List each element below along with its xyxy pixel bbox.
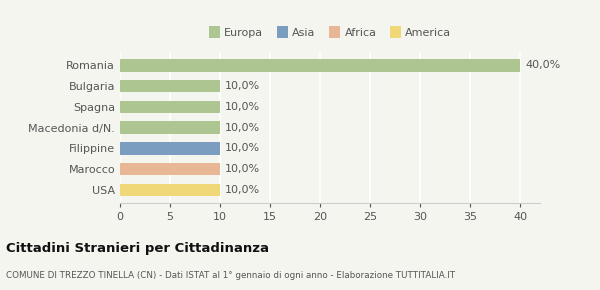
Bar	[120, 122, 220, 134]
Bar	[120, 59, 520, 72]
Text: 10,0%: 10,0%	[225, 123, 260, 133]
Text: 10,0%: 10,0%	[225, 143, 260, 153]
Text: 10,0%: 10,0%	[225, 81, 260, 91]
Bar	[120, 184, 220, 196]
Bar	[120, 163, 220, 175]
Text: 40,0%: 40,0%	[525, 60, 560, 70]
Text: Cittadini Stranieri per Cittadinanza: Cittadini Stranieri per Cittadinanza	[6, 242, 269, 255]
Bar	[120, 101, 220, 113]
Text: 10,0%: 10,0%	[225, 164, 260, 174]
Text: 10,0%: 10,0%	[225, 185, 260, 195]
Text: 10,0%: 10,0%	[225, 102, 260, 112]
Bar	[120, 142, 220, 155]
Text: COMUNE DI TREZZO TINELLA (CN) - Dati ISTAT al 1° gennaio di ogni anno - Elaboraz: COMUNE DI TREZZO TINELLA (CN) - Dati IST…	[6, 271, 455, 280]
Legend: Europa, Asia, Africa, America: Europa, Asia, Africa, America	[209, 28, 451, 38]
Bar	[120, 80, 220, 92]
